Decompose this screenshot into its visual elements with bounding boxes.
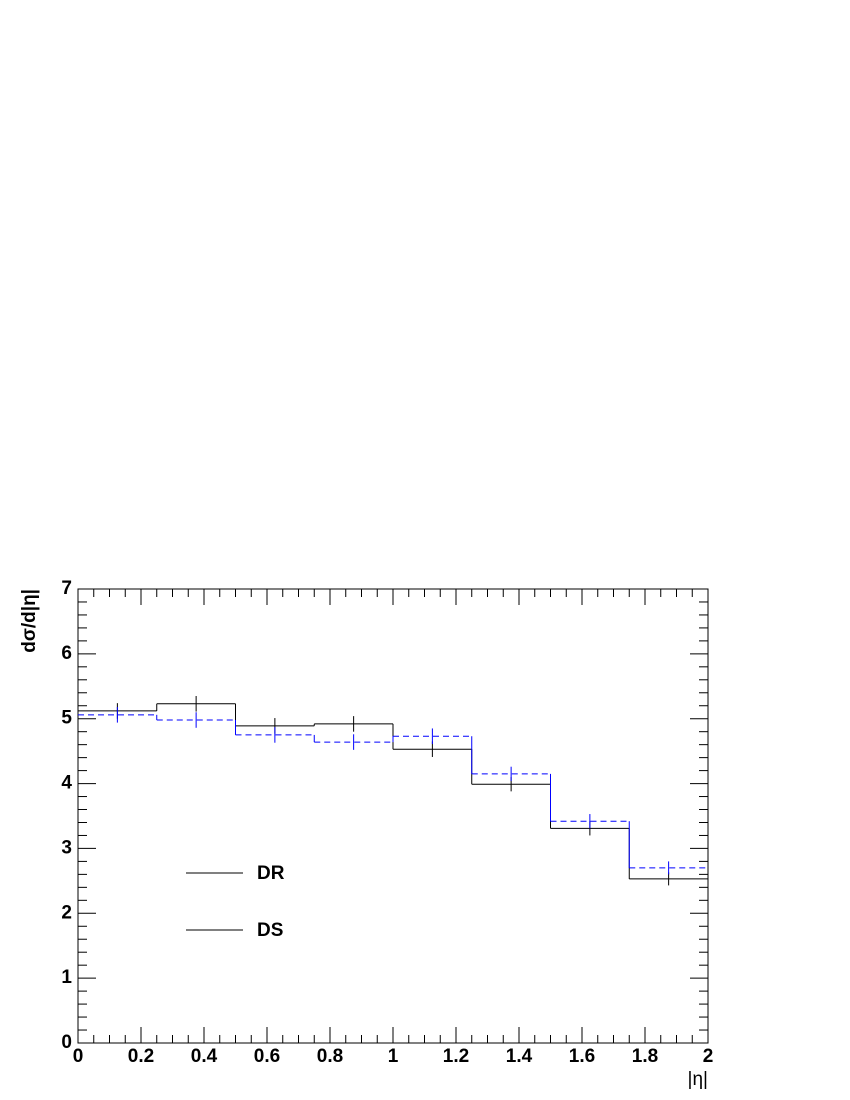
y-tick-label: 0 (61, 1032, 72, 1053)
x-axis-title: |η| (688, 1069, 708, 1090)
y-tick-label: 4 (61, 773, 72, 794)
x-tick-label: 2 (703, 1046, 714, 1067)
y-tick-label: 1 (61, 967, 72, 988)
legend-label: DS (257, 920, 283, 941)
x-tick-label: 0.4 (191, 1046, 218, 1067)
y-tick-label: 3 (61, 837, 72, 858)
y-tick-label: 6 (61, 643, 72, 664)
y-axis-title: dσ/d|η| (19, 589, 40, 653)
x-tick-label: 1.6 (569, 1046, 595, 1067)
x-tick-label: 1.8 (632, 1046, 658, 1067)
y-tick-label: 2 (61, 902, 72, 923)
legend-label: DR (257, 863, 285, 884)
x-tick-label: 0 (73, 1046, 84, 1067)
plot-frame (77, 588, 709, 1044)
x-tick-label: 0.8 (317, 1046, 343, 1067)
x-tick-label: 1.4 (506, 1046, 533, 1067)
x-tick-label: 1 (388, 1046, 399, 1067)
y-tick-label: 7 (61, 578, 72, 599)
x-tick-label: 0.6 (254, 1046, 280, 1067)
y-tick-label: 5 (61, 708, 72, 729)
x-tick-label: 1.2 (443, 1046, 469, 1067)
x-tick-label: 0.2 (128, 1046, 154, 1067)
